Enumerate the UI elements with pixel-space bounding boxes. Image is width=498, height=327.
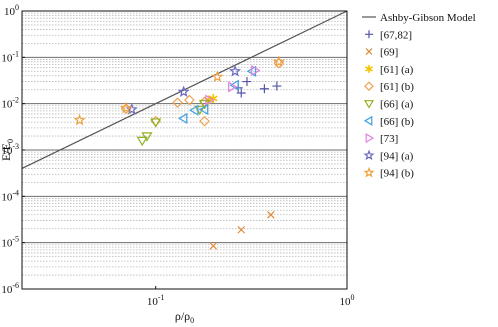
series-3 [120, 57, 285, 127]
data-point [272, 81, 282, 91]
legend-marker-swatch [365, 133, 375, 144]
legend-label: [61] (b) [380, 81, 414, 93]
legend-item: [73] [365, 133, 398, 145]
data-point [177, 85, 190, 98]
data-point [136, 136, 148, 147]
legend-item-model: Ashby-Gibson Model [362, 12, 476, 24]
data-point [211, 70, 224, 82]
legend-item: [66] (a) [363, 99, 414, 111]
data-point [228, 81, 238, 93]
data-point [73, 113, 86, 126]
series-8 [73, 55, 285, 126]
x-tick-label: 10-1 [147, 293, 165, 308]
data-point [236, 88, 246, 98]
series-1 [209, 210, 275, 250]
y-tick-label: 10-5 [1, 235, 19, 250]
data-point [198, 103, 209, 116]
data-point [272, 55, 285, 68]
legend-marker-swatch [363, 149, 375, 161]
legend-item: [94] (a) [363, 149, 414, 162]
legend-label: [61] (a) [380, 64, 414, 76]
legend-marker-swatch [364, 81, 374, 92]
legend-item: [66] (b) [363, 115, 414, 128]
axis-titles: ρ/ρ0 E/E0 [0, 139, 194, 325]
legend-label: [66] (b) [380, 116, 414, 128]
legend-item: [61] (b) [364, 81, 414, 93]
legend-marker-swatch [365, 64, 373, 73]
data-point [242, 77, 252, 87]
legend-marker-swatch [365, 48, 373, 56]
data-point [259, 84, 269, 94]
x-axis-title: ρ/ρ0 [175, 309, 194, 325]
y-axis-title: E/E0 [0, 139, 15, 161]
x-tick-label: 100 [340, 293, 355, 308]
data-markers [73, 55, 285, 250]
data-point [184, 94, 195, 106]
legend-label: [73] [380, 133, 398, 145]
data-point [208, 93, 218, 103]
legend-label: [94] (a) [380, 150, 414, 162]
legend-marker-swatch [363, 166, 375, 178]
legend-label: [67,82] [380, 29, 412, 41]
y-tick-label: 10-1 [1, 49, 19, 64]
axis-ticks: 10-6 10-5 10-4 10-3 10-2 10-1 100 10-1 100 [1, 3, 354, 308]
data-point [150, 118, 162, 128]
y-tick-label: 10-2 [1, 96, 19, 111]
series-5 [177, 65, 257, 124]
y-tick-label: 10-4 [1, 188, 19, 203]
y-tick-label: 100 [4, 3, 19, 18]
legend-item: [69] [365, 47, 398, 59]
data-point [251, 64, 261, 77]
data-point [119, 101, 133, 114]
data-point [199, 115, 210, 127]
grid-lines [22, 12, 347, 276]
y-tick-label: 10-3 [1, 142, 19, 157]
legend-label: [69] [380, 47, 398, 59]
data-point [209, 242, 218, 250]
legend-marker-swatch [365, 30, 373, 39]
legend-item: [61] (a) [365, 64, 414, 76]
legend-label: Ashby-Gibson Model [380, 12, 476, 24]
legend-marker-swatch [363, 100, 375, 109]
data-point [189, 104, 199, 116]
data-point [229, 64, 242, 77]
legend-label: [94] (b) [380, 168, 414, 180]
legend-item: [94] (b) [363, 166, 414, 180]
legend-item: [67,82] [365, 29, 412, 41]
legend: Ashby-Gibson Model [67,82] [69] [61] (a) [61… [362, 12, 476, 180]
data-point [172, 97, 183, 109]
data-point [267, 210, 275, 219]
data-point [141, 132, 153, 142]
y-tick-label: 10-6 [1, 281, 19, 296]
data-point [237, 225, 246, 234]
series-6 [205, 64, 261, 106]
legend-marker-swatch [363, 115, 373, 126]
data-point [205, 94, 215, 106]
series-0 [233, 77, 282, 98]
data-point [177, 112, 188, 124]
legend-label: [66] (a) [380, 99, 414, 111]
